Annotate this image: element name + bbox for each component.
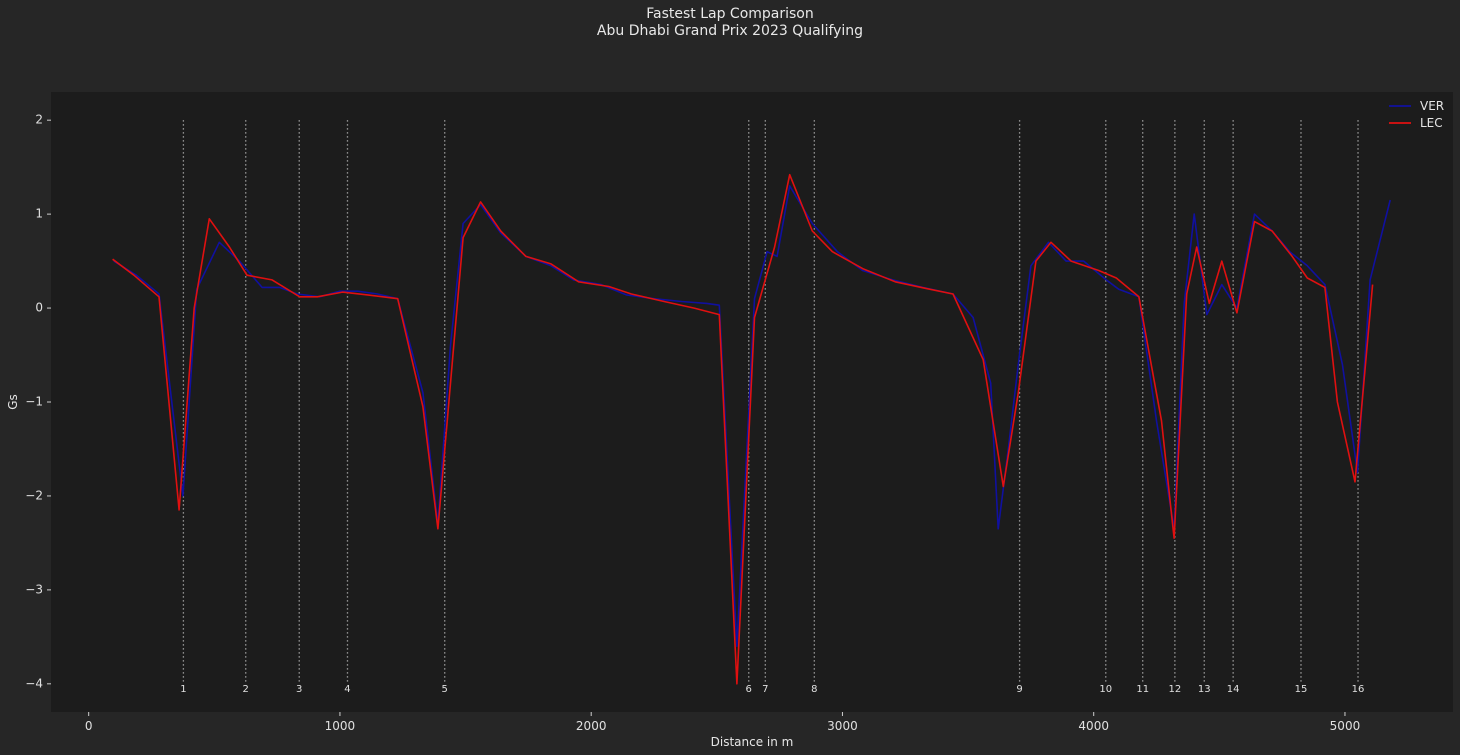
legend-label-ver: VER bbox=[1420, 99, 1444, 113]
series-line-lec bbox=[112, 173, 1374, 685]
plot-area bbox=[51, 92, 1453, 712]
legend: VER LEC bbox=[1389, 99, 1444, 130]
x-tick-label: 5000 bbox=[1330, 719, 1361, 733]
corner-label-13: 13 bbox=[1198, 684, 1211, 695]
corner-label-7: 7 bbox=[762, 684, 768, 695]
x-tick-label: 3000 bbox=[827, 719, 858, 733]
chart-subtitle: Abu Dhabi Grand Prix 2023 Qualifying bbox=[596, 23, 864, 39]
legend-label-lec: LEC bbox=[1420, 116, 1443, 130]
corner-label-15: 15 bbox=[1295, 684, 1308, 695]
y-tick-label: 1 bbox=[35, 207, 43, 221]
corner-label-9: 9 bbox=[1016, 684, 1022, 695]
x-tick-label: 0 bbox=[85, 719, 93, 733]
y-tick-label: −2 bbox=[25, 488, 43, 502]
corner-label-10: 10 bbox=[1099, 684, 1112, 695]
chart-title: Fastest Lap Comparison bbox=[646, 6, 814, 22]
y-tick-label: −1 bbox=[25, 395, 43, 409]
corner-label-4: 4 bbox=[344, 684, 350, 695]
corner-label-11: 11 bbox=[1136, 684, 1149, 695]
y-tick-label: −3 bbox=[25, 582, 43, 596]
series-line-ver bbox=[113, 185, 1391, 648]
x-tick-label: 4000 bbox=[1078, 719, 1109, 733]
x-tick-label: 2000 bbox=[576, 719, 607, 733]
corner-markers: 1 2 3 4 5 6 7 8 9 10 11 12 13 14 15 16 bbox=[180, 120, 1364, 695]
corner-label-16: 16 bbox=[1352, 684, 1365, 695]
corner-label-3: 3 bbox=[296, 684, 302, 695]
corner-label-14: 14 bbox=[1227, 684, 1240, 695]
corner-label-2: 2 bbox=[243, 684, 249, 695]
y-axis-label: Gs bbox=[6, 394, 20, 410]
corner-label-5: 5 bbox=[442, 684, 448, 695]
corner-label-12: 12 bbox=[1168, 684, 1181, 695]
y-tick-label: 0 bbox=[35, 301, 43, 315]
x-tick-label: 1000 bbox=[325, 719, 356, 733]
y-tick-label: 2 bbox=[35, 113, 43, 127]
y-tick-label: −4 bbox=[25, 676, 43, 690]
x-axis-label: Distance in m bbox=[711, 735, 794, 749]
corner-label-1: 1 bbox=[180, 684, 186, 695]
corner-label-6: 6 bbox=[746, 684, 752, 695]
series-lines bbox=[112, 173, 1391, 685]
corner-label-8: 8 bbox=[811, 684, 817, 695]
